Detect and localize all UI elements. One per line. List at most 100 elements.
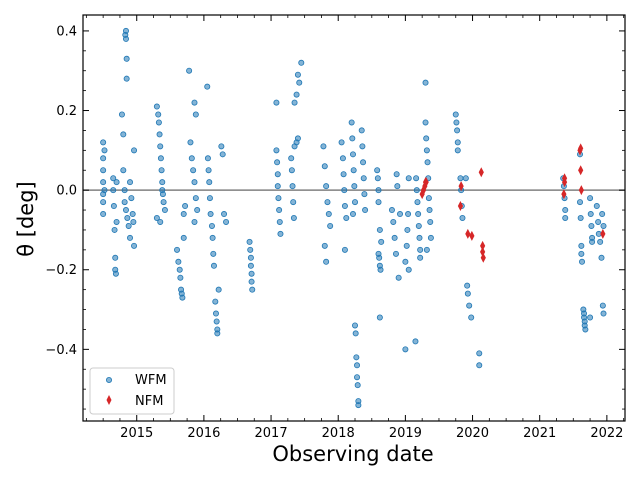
wfm-point bbox=[340, 171, 347, 178]
wfm-point bbox=[350, 167, 357, 174]
wfm-point bbox=[476, 350, 483, 357]
wfm-point bbox=[453, 119, 460, 126]
wfm-point bbox=[123, 75, 130, 82]
series-wfm bbox=[100, 27, 607, 409]
wfm-point bbox=[177, 274, 184, 281]
legend-nfm-marker bbox=[106, 395, 112, 405]
wfm-point bbox=[186, 67, 193, 74]
wfm-point bbox=[130, 218, 137, 225]
wfm-point bbox=[219, 151, 226, 158]
wfm-point bbox=[110, 187, 117, 194]
nfm-point bbox=[423, 177, 429, 188]
wfm-point bbox=[391, 234, 398, 241]
x-tick-label: 2022 bbox=[590, 426, 623, 441]
wfm-point bbox=[454, 139, 461, 146]
wfm-point bbox=[192, 195, 199, 202]
wfm-point bbox=[273, 147, 280, 154]
wfm-point bbox=[351, 183, 358, 190]
wfm-point bbox=[194, 207, 201, 214]
wfm-point bbox=[110, 175, 117, 182]
wfm-point bbox=[323, 183, 330, 190]
wfm-point bbox=[321, 163, 328, 170]
wfm-point bbox=[179, 294, 186, 301]
wfm-point bbox=[404, 226, 411, 233]
wfm-point bbox=[192, 111, 199, 118]
wfm-point bbox=[587, 211, 594, 218]
y-tick-label: −0.2 bbox=[45, 263, 77, 278]
wfm-point bbox=[375, 187, 382, 194]
wfm-point bbox=[464, 290, 471, 297]
wfm-point bbox=[248, 278, 255, 285]
wfm-point bbox=[120, 167, 127, 174]
wfm-point bbox=[599, 211, 606, 218]
wfm-point bbox=[293, 139, 300, 146]
wfm-point bbox=[427, 234, 434, 241]
wfm-point bbox=[349, 211, 356, 218]
wfm-point bbox=[100, 211, 107, 218]
nfm-point bbox=[561, 173, 568, 184]
wfm-point bbox=[362, 207, 369, 214]
wfm-point bbox=[412, 338, 419, 345]
wfm-point bbox=[187, 139, 194, 146]
nfm-point bbox=[480, 252, 486, 263]
nfm-point bbox=[480, 246, 486, 257]
nfm-point bbox=[457, 201, 464, 212]
wfm-point bbox=[325, 211, 332, 218]
wfm-point bbox=[324, 199, 331, 206]
wfm-point bbox=[122, 27, 129, 34]
wfm-point bbox=[290, 214, 297, 221]
wfm-point bbox=[206, 179, 213, 186]
wfm-point bbox=[403, 242, 410, 249]
wfm-point bbox=[321, 242, 328, 249]
wfm-point bbox=[155, 119, 162, 126]
wfm-point bbox=[100, 167, 107, 174]
wfm-point bbox=[121, 199, 128, 206]
wfm-point bbox=[207, 211, 214, 218]
wfm-point bbox=[394, 183, 401, 190]
wfm-point bbox=[422, 79, 429, 86]
wfm-point bbox=[452, 111, 459, 118]
wfm-point bbox=[276, 218, 283, 225]
wfm-point bbox=[275, 195, 282, 202]
wfm-point bbox=[100, 179, 107, 186]
wfm-point bbox=[127, 234, 134, 241]
wfm-point bbox=[191, 99, 198, 106]
wfm-point bbox=[100, 155, 107, 162]
series-nfm bbox=[419, 143, 606, 263]
wfm-point bbox=[131, 147, 138, 154]
wfm-point bbox=[462, 175, 469, 182]
nfm-point bbox=[420, 185, 427, 196]
wfm-point bbox=[323, 258, 330, 265]
nfm-point bbox=[458, 181, 464, 192]
wfm-point bbox=[288, 155, 295, 162]
wfm-point bbox=[457, 175, 464, 182]
wfm-point bbox=[100, 139, 107, 146]
wfm-point bbox=[427, 218, 434, 225]
wfm-point bbox=[124, 214, 131, 221]
nfm-point bbox=[480, 240, 486, 251]
wfm-point bbox=[247, 246, 254, 253]
wfm-point bbox=[353, 354, 360, 361]
wfm-point bbox=[289, 183, 296, 190]
y-axis-label: θ [deg] bbox=[14, 181, 38, 257]
wfm-point bbox=[291, 99, 298, 106]
nfm-point bbox=[478, 167, 484, 178]
wfm-point bbox=[159, 179, 166, 186]
wfm-point bbox=[175, 258, 182, 265]
wfm-point bbox=[110, 203, 117, 210]
wfm-point bbox=[101, 187, 108, 194]
nfm-point bbox=[465, 228, 471, 239]
wfm-point bbox=[393, 171, 400, 178]
wfm-point bbox=[112, 270, 119, 277]
wfm-point bbox=[374, 167, 381, 174]
x-tick-label: 2021 bbox=[523, 426, 556, 441]
wfm-point bbox=[290, 199, 297, 206]
wfm-point bbox=[122, 207, 129, 214]
x-tick-label: 2019 bbox=[389, 426, 422, 441]
wfm-point bbox=[320, 143, 327, 150]
wfm-point bbox=[209, 234, 216, 241]
wfm-point bbox=[578, 250, 585, 257]
wfm-point bbox=[423, 246, 430, 253]
axis-ticks: 2015 2016 2017 2018 2019 2020 2021 2022 0.4 0.2 0.… bbox=[45, 15, 625, 441]
wfm-point bbox=[176, 266, 183, 273]
